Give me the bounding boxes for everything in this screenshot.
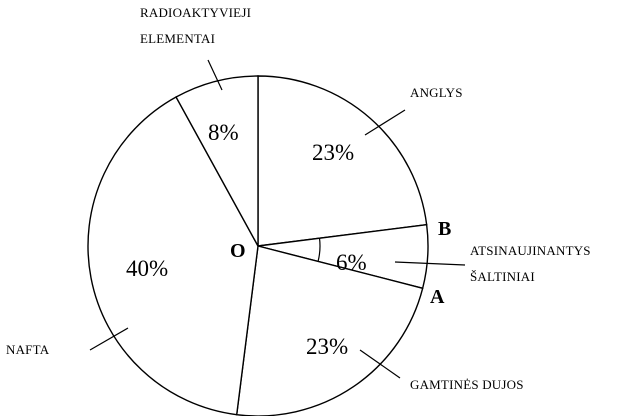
value-label: 23% xyxy=(306,334,349,359)
category-label: ATSINAUJINANTYS ŠALTINIAI xyxy=(470,243,591,284)
value-label: 8% xyxy=(208,120,239,145)
point-label: B xyxy=(438,218,452,240)
category-label: GAMTINĖS DUJOS xyxy=(410,377,524,392)
value-label: 40% xyxy=(126,256,169,281)
point-label: O xyxy=(230,240,246,262)
pie-slice xyxy=(175,75,259,247)
pie-slice xyxy=(87,96,259,416)
point-label: A xyxy=(430,286,445,308)
angle-arc xyxy=(317,238,321,262)
category-label: NAFTA xyxy=(6,342,50,357)
leader-line xyxy=(207,59,223,91)
leader-line xyxy=(394,261,466,266)
value-label: 6% xyxy=(336,250,367,275)
pie-slice xyxy=(257,75,428,247)
leader-line xyxy=(89,327,129,351)
value-label: 23% xyxy=(312,140,355,165)
leader-line xyxy=(364,109,406,136)
leader-line xyxy=(359,349,401,379)
category-label: ANGLYS xyxy=(410,85,463,100)
category-label: RADIOAKTYVIEJI ELEMENTAI xyxy=(140,5,252,46)
